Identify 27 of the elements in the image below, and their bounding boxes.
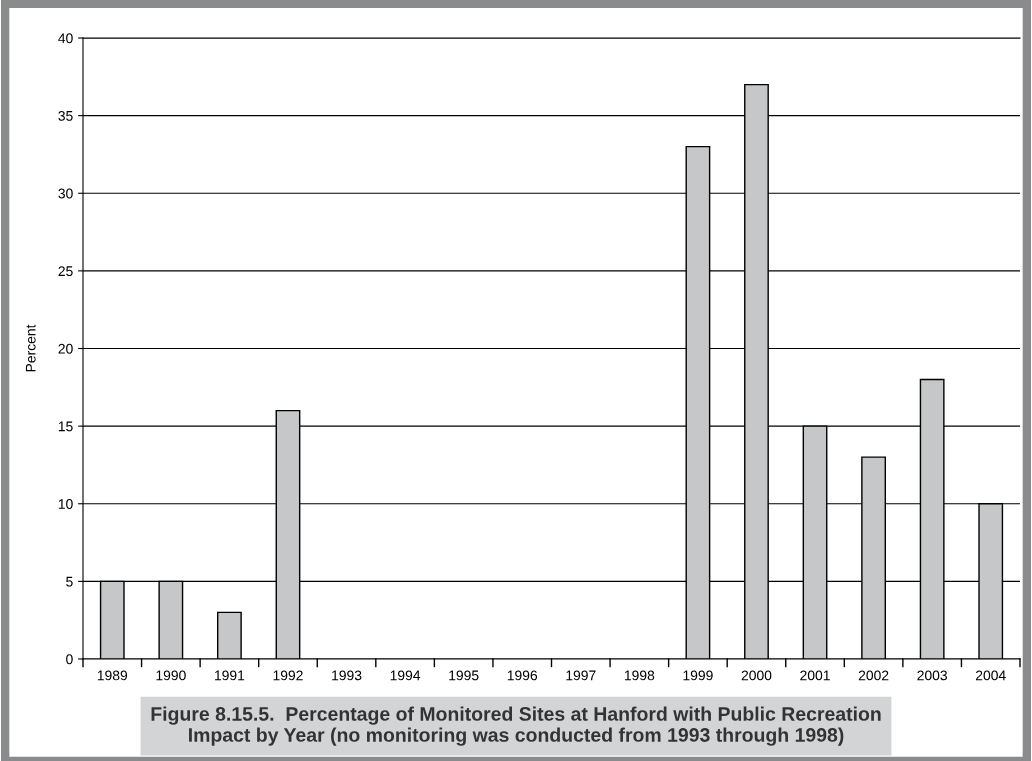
y-tick-label: 0 (66, 654, 73, 665)
y-tick-label: 30 (58, 188, 73, 199)
x-tick-label: 2003 (917, 670, 947, 681)
x-tick-label: 2002 (858, 670, 889, 681)
x-tick-label: 1994 (390, 670, 421, 681)
x-tick-label: 1996 (507, 670, 538, 681)
text: Figure 8.15.5. Percentage of Monitored Sites at Hanford with Public Recreation Impact by Year (no monitoring was conducted from 1993 through 1998) (151, 706, 881, 746)
x-tick-label: 1992 (273, 670, 303, 681)
y-tick-label: 40 (58, 33, 73, 44)
y-tick-label: 5 (66, 576, 73, 587)
x-tick-label: 2004 (975, 670, 1006, 681)
y-tick-label: 20 (58, 343, 73, 354)
x-tick-label: 2001 (800, 670, 830, 681)
x-tick-label: 1997 (566, 670, 596, 681)
y-tick-label: 15 (58, 421, 73, 432)
y-axis-title: Percent (25, 324, 36, 372)
x-tick-label: 1993 (332, 670, 362, 681)
y-tick-label: 35 (58, 110, 73, 121)
y-tick-label: 10 (58, 499, 73, 509)
x-tick-label: 1995 (449, 670, 479, 681)
x-tick-label: 1991 (215, 670, 245, 681)
x-tick-label: 1990 (156, 670, 186, 681)
x-tick-label: 1989 (97, 670, 128, 681)
x-tick-label: 1998 (624, 670, 655, 681)
x-tick-label: 1999 (683, 670, 713, 681)
x-tick-label: 2000 (741, 670, 772, 681)
y-tick-label: 25 (58, 266, 73, 277)
